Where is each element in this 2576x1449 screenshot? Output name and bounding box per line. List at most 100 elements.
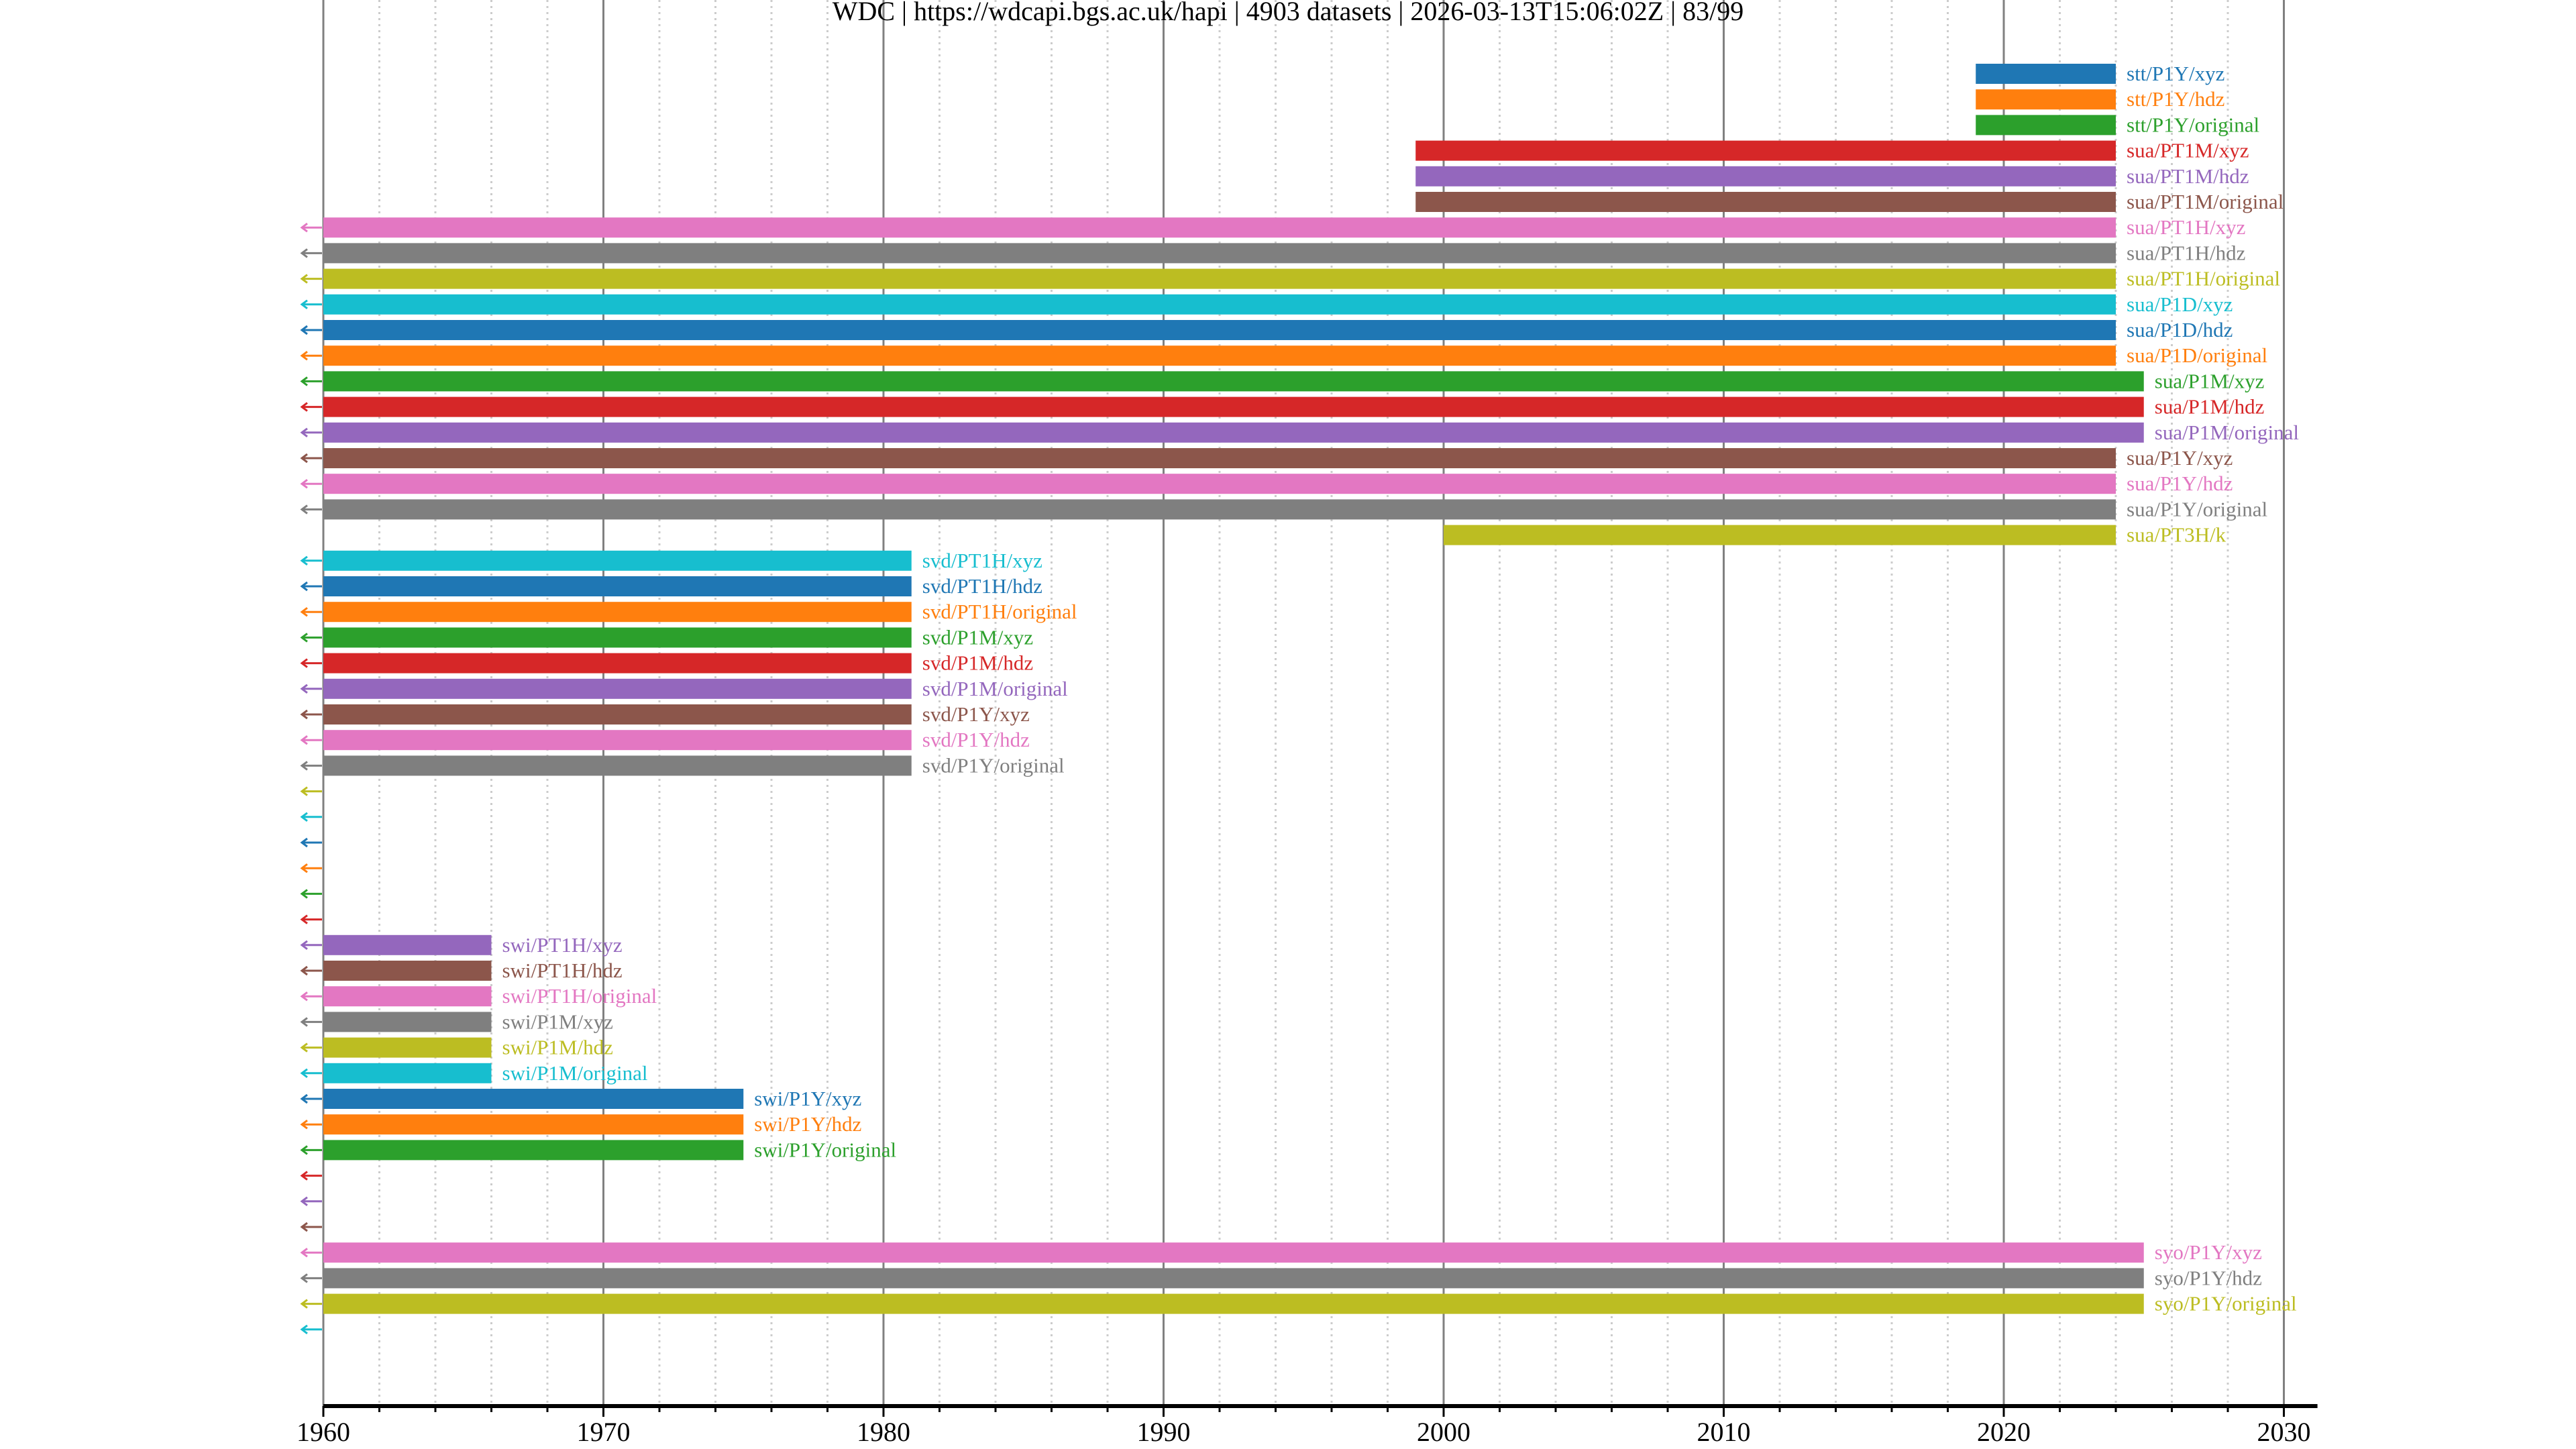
dataset-bar	[323, 422, 2144, 443]
dataset-bar	[323, 627, 912, 648]
left-arrow-icon	[300, 1068, 322, 1079]
dataset-label: sua/PT1H/xyz	[2127, 215, 2245, 239]
dataset-label: svd/P1Y/original	[922, 753, 1065, 777]
dataset-label: stt/P1Y/xyz	[2127, 62, 2224, 85]
dataset-bar	[323, 1089, 744, 1109]
dataset-bar	[1976, 115, 2116, 136]
dataset-label: sua/PT1M/original	[2127, 190, 2284, 213]
left-arrow-icon	[300, 1299, 322, 1309]
x-tick-label: 1960	[297, 1417, 350, 1447]
dataset-bar	[1444, 525, 2116, 545]
left-arrow-icon	[300, 1273, 322, 1283]
dataset-label: swi/P1Y/xyz	[754, 1087, 861, 1110]
dataset-bar	[323, 499, 2116, 520]
dataset-bar	[323, 934, 492, 955]
left-arrow-icon	[300, 248, 322, 258]
x-tick-label: 1980	[857, 1417, 910, 1447]
dataset-bar	[323, 320, 2116, 340]
dataset-label: sua/P1Y/hdz	[2127, 472, 2233, 495]
chart-title: WDC | https://wdcapi.bgs.ac.uk/hapi | 49…	[833, 0, 1744, 26]
dataset-label: sua/P1M/xyz	[2155, 369, 2265, 392]
dataset-label: sua/P1D/xyz	[2127, 292, 2233, 316]
dataset-bar	[323, 1012, 492, 1032]
left-arrow-icon	[300, 402, 322, 412]
left-arrow-icon	[300, 351, 322, 361]
dataset-label: svd/PT1H/hdz	[922, 574, 1042, 598]
dataset-bar	[323, 1242, 2144, 1263]
dataset-label: stt/P1Y/hdz	[2127, 87, 2224, 111]
dataset-label: sua/P1M/hdz	[2155, 395, 2265, 419]
left-arrow-icon	[300, 1324, 322, 1335]
dataset-label: swi/P1M/original	[502, 1061, 648, 1085]
left-arrow-icon	[300, 965, 322, 976]
left-arrow-icon	[300, 735, 322, 745]
dataset-label: svd/P1Y/hdz	[922, 728, 1030, 751]
dataset-bar	[323, 1114, 744, 1135]
dataset-label: sua/PT1H/original	[2127, 267, 2280, 290]
left-arrow-icon	[300, 940, 322, 951]
dataset-bar	[323, 550, 912, 571]
left-arrow-icon	[300, 376, 322, 386]
dataset-bar	[1415, 192, 2116, 212]
dataset-label: sua/P1Y/original	[2127, 497, 2267, 521]
dataset-bar	[323, 1037, 492, 1058]
dataset-bar	[323, 1140, 744, 1161]
dataset-label: swi/PT1H/original	[502, 984, 657, 1008]
dataset-label: swi/P1M/hdz	[502, 1036, 613, 1059]
left-arrow-icon	[300, 1042, 322, 1053]
left-arrow-icon	[300, 274, 322, 284]
left-arrow-icon	[300, 991, 322, 1002]
dataset-label: syo/P1Y/xyz	[2155, 1240, 2262, 1264]
x-tick-label: 2020	[1977, 1417, 2031, 1447]
dataset-bar	[323, 755, 912, 776]
left-arrow-icon	[300, 555, 322, 566]
left-arrow-icon	[300, 1196, 322, 1207]
dataset-bar	[323, 268, 2116, 289]
left-arrow-icon	[300, 658, 322, 668]
dataset-bar	[1415, 166, 2116, 186]
dataset-label: sua/PT1H/hdz	[2127, 241, 2245, 264]
left-arrow-icon	[300, 889, 322, 899]
dataset-label: swi/P1Y/hdz	[754, 1112, 861, 1136]
left-arrow-icon	[300, 1119, 322, 1130]
dataset-bar	[323, 371, 2144, 392]
left-arrow-icon	[300, 1171, 322, 1181]
dataset-bar	[323, 448, 2116, 468]
dataset-bar	[1976, 64, 2116, 84]
x-tick-label: 2000	[1417, 1417, 1470, 1447]
extends-before-arrows	[300, 223, 322, 1335]
dataset-bar	[323, 730, 912, 751]
dataset-bar	[323, 474, 2116, 494]
dataset-bar	[323, 576, 912, 596]
dataset-bar	[323, 986, 492, 1007]
dataset-label: stt/P1Y/original	[2127, 113, 2259, 136]
dataset-label: svd/PT1H/original	[922, 600, 1077, 623]
left-arrow-icon	[300, 1222, 322, 1232]
x-tick-label: 2010	[1697, 1417, 1751, 1447]
dataset-label: svd/P1M/hdz	[922, 651, 1033, 675]
left-arrow-icon	[300, 427, 322, 437]
dataset-label: swi/P1Y/original	[754, 1138, 896, 1161]
dataset-label: svd/P1M/xyz	[922, 625, 1033, 649]
dataset-bar	[323, 678, 912, 699]
left-arrow-icon	[300, 684, 322, 694]
dataset-bar	[323, 1268, 2144, 1289]
left-arrow-icon	[300, 786, 322, 796]
dataset-bar	[323, 345, 2116, 366]
dataset-label: sua/P1M/original	[2155, 421, 2299, 444]
dataset-bar	[323, 217, 2116, 238]
left-arrow-icon	[300, 504, 322, 515]
left-arrow-icon	[300, 453, 322, 464]
left-arrow-icon	[300, 863, 322, 873]
dataset-label: svd/P1M/original	[922, 677, 1068, 700]
left-arrow-icon	[300, 299, 322, 309]
left-arrow-icon	[300, 1145, 322, 1155]
dataset-label: swi/PT1H/hdz	[502, 959, 623, 982]
dataset-bars	[323, 64, 2144, 1314]
x-tick-label: 1970	[577, 1417, 631, 1447]
left-arrow-icon	[300, 633, 322, 643]
left-arrow-icon	[300, 837, 322, 848]
dataset-bar	[323, 704, 912, 724]
left-arrow-icon	[300, 1247, 322, 1258]
dataset-label: svd/PT1H/xyz	[922, 549, 1042, 572]
